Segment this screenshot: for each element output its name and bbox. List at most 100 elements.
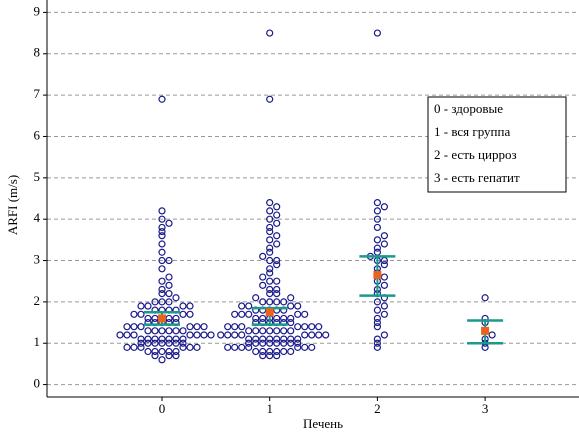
data-point [158,347,166,356]
data-point [238,310,246,318]
data-point [266,352,274,360]
data-point [273,285,281,294]
y-tick-label: 2 [34,293,41,308]
data-point [130,323,138,331]
data-point [294,323,302,331]
data-point [380,261,388,269]
data-point [144,327,152,335]
y-axis-label: ARFI (m/s) [5,175,20,235]
data-point [273,339,281,347]
data-point [259,339,267,347]
data-point [380,273,388,281]
data-point [137,343,145,351]
data-point [238,302,246,310]
data-point [165,352,173,360]
data-point [266,285,274,294]
data-point [380,281,388,289]
data-point [280,339,288,347]
data-point [123,323,131,331]
data-point [287,347,295,356]
data-point [245,339,253,347]
data-point [373,223,381,232]
data-point [137,323,145,331]
data-point [158,95,166,103]
data-point [144,347,152,356]
data-point [287,327,295,335]
data-point [172,314,180,323]
data-point [172,294,180,302]
data-point [245,343,253,351]
data-point [245,302,253,310]
data-point [179,327,187,335]
data-point [179,302,187,310]
data-point [186,323,194,331]
data-point [158,285,166,294]
data-point [287,294,295,302]
data-point [266,265,274,273]
mean-marker [265,308,274,317]
data-point [158,335,166,343]
x-tick-label: 1 [266,401,273,416]
data-point [137,310,145,318]
data-point [280,327,288,335]
data-point [158,240,166,248]
data-point [165,281,173,289]
data-point [380,302,388,310]
data-point [165,327,173,335]
data-point [137,339,145,347]
data-point [266,95,274,103]
data-point [172,347,180,356]
data-point [266,347,274,356]
data-point [273,219,281,227]
data-point [273,240,281,248]
data-point [266,227,274,236]
data-point [266,199,274,207]
data-point [179,335,187,343]
y-tick-label: 3 [34,252,41,267]
x-tick-label: 3 [482,401,489,416]
data-point [373,29,381,37]
mean-marker [373,271,382,280]
data-point [165,339,173,347]
data-point [380,331,388,339]
data-point [151,327,159,335]
data-point [186,331,194,339]
data-point [252,335,260,343]
data-point [287,302,295,310]
data-point [280,347,288,356]
data-point [158,256,166,265]
data-point [252,294,260,302]
data-point [273,261,281,269]
data-point [172,327,180,335]
data-point [172,339,180,347]
data-point [380,240,388,248]
data-point [172,335,180,343]
x-tick-label: 0 [159,401,166,416]
data-point [165,314,173,323]
data-point [200,323,208,331]
data-point [116,331,124,339]
data-point [158,277,166,285]
data-point [373,298,381,306]
y-tick-label: 8 [34,45,41,60]
data-point [273,347,281,356]
data-point [158,215,166,223]
data-point [373,199,381,207]
data-point [172,352,180,360]
data-point [165,256,173,265]
data-point [231,310,239,318]
data-point [373,236,381,244]
data-point [158,248,166,256]
legend-entry: 1 - вся группа [434,124,510,139]
data-point [165,347,173,356]
data-point [294,310,302,318]
data-point [144,302,152,310]
data-point [179,343,187,351]
data-point [123,331,131,339]
data-point [259,314,267,323]
data-point [158,265,166,273]
data-point [266,339,274,347]
data-point [252,327,260,335]
data-point [151,339,159,347]
